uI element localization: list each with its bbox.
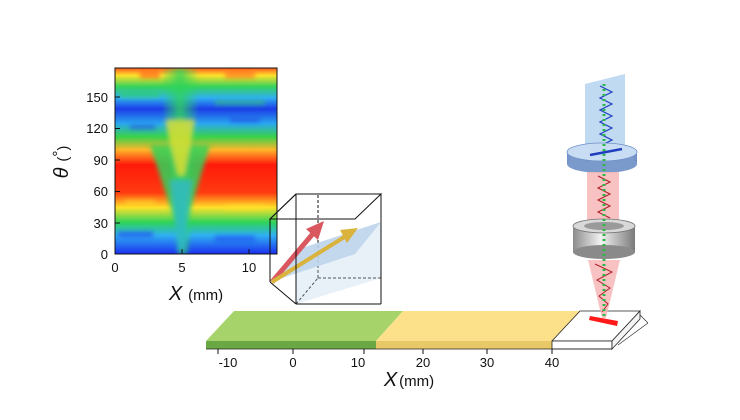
theta-symbol: θ — [51, 167, 73, 178]
heatmap-y-tick-label: 30 — [94, 216, 108, 231]
transmitted-wave — [596, 175, 612, 219]
heatmap-plot: 0 30 60 90 120 150 0 5 10 θ(°) X (mm) — [50, 67, 278, 305]
incoming-beam — [585, 74, 625, 160]
heatmap-frame — [114, 67, 278, 255]
focal-spot — [589, 316, 618, 326]
polarization-cube — [268, 193, 383, 305]
svg-text:θ(°): θ(°) — [50, 146, 73, 179]
strip-x-tick-label: -10 — [219, 355, 238, 370]
polarization-arrow-red — [270, 228, 318, 284]
strip-yellow-region — [376, 311, 580, 341]
incoming-wave — [598, 85, 614, 153]
heatmap-y-tick-label: 0 — [101, 247, 108, 262]
strip-x-tick-label: 40 — [545, 355, 559, 370]
strip-x-tick-label: 20 — [416, 355, 430, 370]
optical-setup — [566, 74, 638, 326]
strip-x-axis: -10 0 10 20 30 40 X (mm) — [217, 349, 559, 391]
heatmap-x-tick-label: 10 — [242, 260, 256, 275]
strip-x-tick-label: 10 — [351, 355, 365, 370]
strip-green-region — [206, 311, 403, 341]
heatmap-y-axis-label: θ(°) — [50, 146, 73, 179]
heatmap-y-tick-label: 60 — [94, 184, 108, 199]
heatmap-y-tick-label: 150 — [86, 90, 108, 105]
heatmap-image — [115, 68, 277, 254]
strip-x-tick-label: 0 — [289, 355, 296, 370]
heatmap-x-tick-label: 0 — [111, 260, 118, 275]
heatmap-y-tick-label: 120 — [86, 121, 108, 136]
heatmap-x-axis-label: X (mm) — [168, 283, 223, 305]
strip-x-tick-label: 30 — [480, 355, 494, 370]
strip-x-axis-label: X (mm) — [383, 369, 434, 391]
heatmap-y-tick-label: 90 — [94, 153, 108, 168]
heatmap-x-tick-label: 5 — [178, 260, 185, 275]
sample-strip — [206, 309, 649, 351]
heatmap-y-ticks: 0 30 60 90 120 150 — [86, 90, 120, 262]
focusing-wave — [594, 263, 614, 313]
polarization-arrow-gold — [270, 234, 348, 284]
heatmap-x-ticks: 0 5 10 — [111, 249, 256, 275]
waveplate — [566, 142, 638, 173]
